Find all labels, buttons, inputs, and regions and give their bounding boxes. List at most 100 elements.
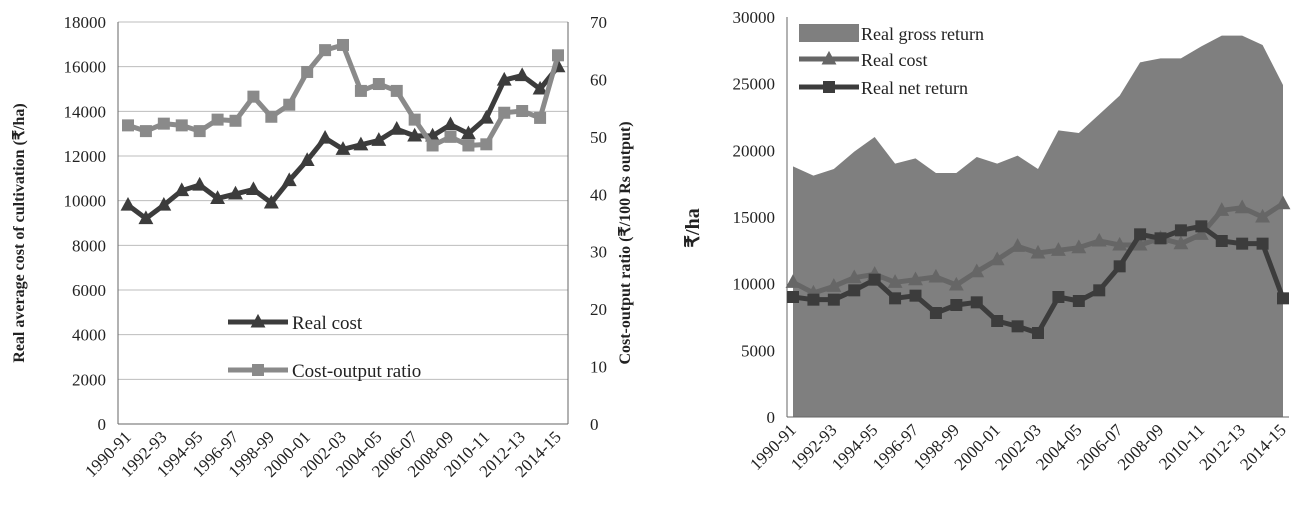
data-point — [826, 278, 842, 292]
data-point — [301, 65, 314, 78]
y2-tick-label: 20 — [590, 300, 607, 319]
y2-tick-label: 50 — [590, 128, 607, 147]
series-line — [127, 42, 561, 148]
data-point — [552, 49, 564, 62]
data-point — [1091, 232, 1107, 247]
data-point — [371, 132, 387, 146]
data-point — [1215, 235, 1228, 247]
data-point — [407, 127, 423, 142]
data-point — [408, 113, 421, 126]
data-point — [846, 269, 862, 284]
data-point — [211, 113, 224, 126]
data-point — [1011, 320, 1024, 333]
legend-swatch — [799, 24, 859, 42]
y-tick-label: 14000 — [64, 102, 107, 121]
data-point — [807, 293, 820, 306]
data-point — [247, 90, 260, 103]
data-point — [319, 44, 332, 57]
data-point — [265, 110, 278, 123]
data-point — [929, 307, 942, 319]
legend-label: Real cost — [861, 50, 927, 70]
data-point — [989, 251, 1005, 266]
y-tick-label: 30000 — [733, 8, 776, 27]
data-point — [534, 111, 547, 124]
data-point — [950, 299, 963, 311]
data-point — [516, 105, 529, 118]
data-point — [1154, 232, 1167, 245]
data-point — [372, 78, 385, 91]
legend-label: Cost-output ratio — [292, 361, 421, 382]
data-point — [1134, 228, 1147, 241]
legend-label: Real cost — [292, 313, 363, 334]
data-point — [1193, 226, 1209, 240]
data-point — [1093, 284, 1106, 297]
y-tick-label: 16000 — [64, 58, 107, 77]
data-point — [1255, 208, 1271, 223]
y2-tick-label: 70 — [590, 13, 607, 32]
y-tick-label: 18000 — [64, 13, 107, 32]
data-point — [1032, 327, 1044, 339]
data-point — [889, 292, 902, 305]
legend-label: Real net return — [861, 78, 968, 98]
data-point — [480, 138, 493, 151]
y-tick-label: 4000 — [72, 326, 106, 345]
data-point — [1214, 202, 1230, 216]
data-point — [337, 38, 349, 51]
y2-tick-label: 10 — [590, 358, 607, 377]
data-point — [443, 116, 458, 131]
data-point — [139, 125, 152, 138]
y-tick-label: 25000 — [733, 75, 776, 94]
data-point — [228, 185, 243, 200]
data-point — [317, 129, 333, 144]
data-point — [1234, 199, 1250, 214]
data-point — [1277, 292, 1289, 305]
data-point — [969, 263, 985, 278]
data-point — [175, 119, 188, 132]
legend-marker — [823, 81, 835, 93]
y-tick-label: 8000 — [72, 236, 106, 255]
data-point — [1050, 242, 1066, 256]
data-point — [785, 274, 801, 288]
data-point — [1071, 239, 1087, 254]
y2-tick-label: 60 — [590, 70, 607, 89]
data-point — [353, 136, 369, 151]
data-point — [1132, 236, 1148, 251]
data-point — [229, 114, 242, 127]
y-tick-label: 10000 — [64, 192, 107, 211]
data-point — [1174, 224, 1187, 237]
data-point — [1275, 195, 1291, 210]
data-point — [787, 291, 799, 303]
data-point — [389, 121, 405, 135]
data-point — [122, 119, 134, 132]
data-point — [156, 196, 172, 211]
data-point — [514, 67, 530, 82]
data-point — [1113, 260, 1126, 273]
y-tick-label: 5000 — [741, 341, 775, 360]
y-tick-label: 12000 — [64, 147, 107, 166]
data-point — [948, 276, 964, 291]
data-point — [991, 315, 1004, 327]
legend-marker — [821, 50, 837, 65]
data-point — [970, 296, 983, 309]
y-tick-label: 0 — [767, 408, 776, 427]
y2-axis-title: Cost-output ratio (₹/100 Rs output) — [617, 121, 634, 364]
data-point — [1256, 237, 1269, 250]
data-point — [1112, 236, 1128, 251]
data-point — [281, 172, 297, 187]
data-point — [390, 84, 403, 97]
data-point — [478, 109, 494, 124]
data-point — [299, 152, 315, 167]
y-tick-label: 6000 — [72, 281, 106, 300]
data-point — [193, 125, 206, 138]
data-point — [928, 268, 944, 283]
data-point — [192, 176, 208, 191]
data-point — [462, 139, 475, 152]
data-point — [120, 196, 136, 211]
data-point — [283, 98, 296, 111]
data-point — [848, 284, 861, 297]
x-tick-label: 2008-09 — [1114, 420, 1168, 474]
data-point — [1195, 220, 1208, 233]
data-point — [887, 274, 903, 288]
y-tick-label: 20000 — [733, 141, 776, 160]
